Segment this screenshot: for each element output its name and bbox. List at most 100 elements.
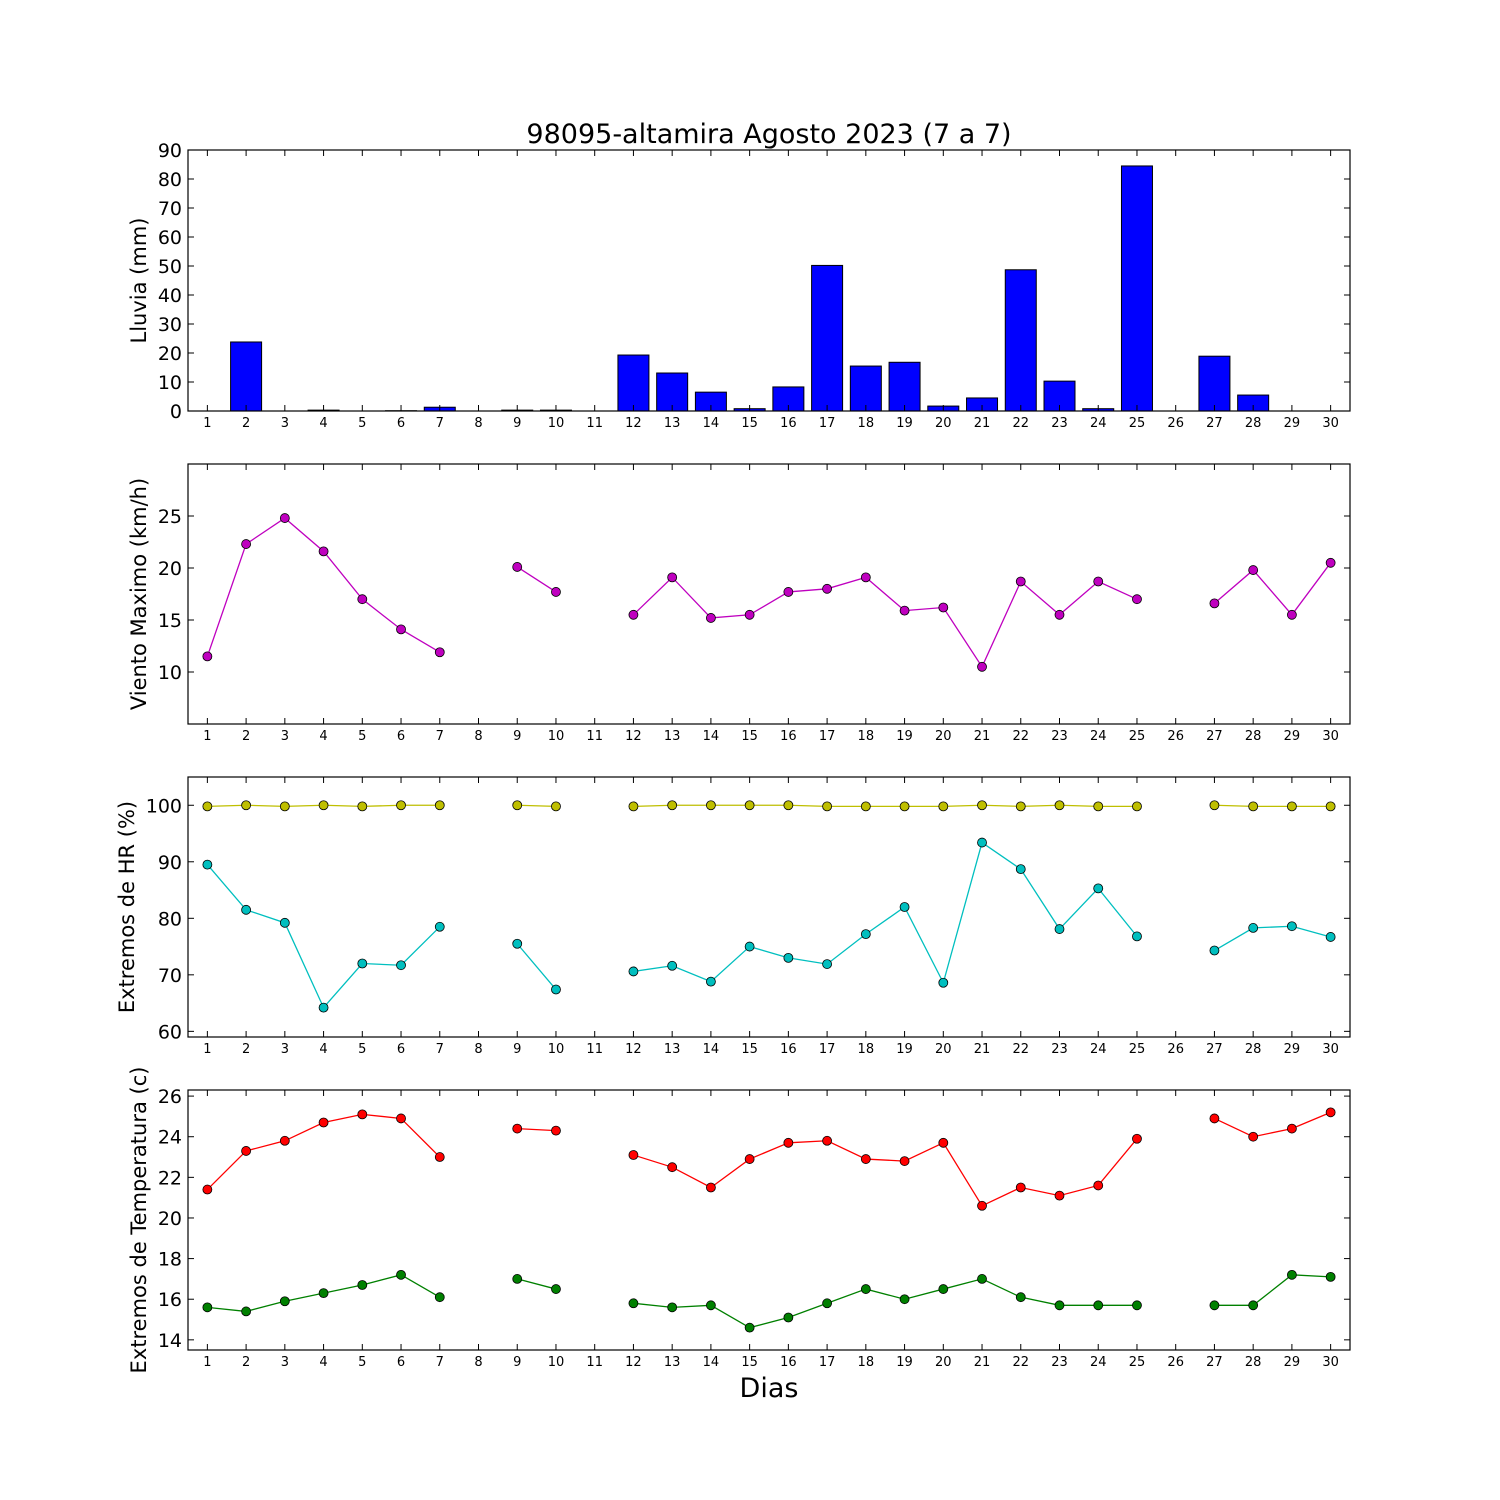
x-tick-label: 1 [203,729,211,744]
series-1-point-day-30 [1325,1107,1336,1118]
series-2-point-day-7 [434,1292,445,1303]
y-tick-label: 22 [158,1167,182,1189]
x-tick-label: 5 [358,1355,366,1370]
series-2-point-day-17 [822,1298,832,1309]
x-tick-label: 14 [703,1042,720,1057]
series-1-point-day-6 [396,624,406,635]
series-2-point-day-23 [1054,924,1065,934]
series-1-point-day-19 [899,1156,910,1166]
x-tick-label: 19 [896,1355,913,1370]
x-tick-label: 17 [819,1042,836,1057]
series-1-point-day-20 [938,1137,949,1148]
x-tick-label: 14 [703,1355,720,1370]
series-1-point-day-29 [1287,801,1297,812]
x-tick-label: 2 [242,416,250,431]
series-1-point-day-23 [1054,800,1065,811]
x-tick-label: 16 [780,1355,797,1370]
series-2-point-day-10 [551,984,561,995]
series-2-point-day-10 [551,1284,561,1294]
series-2-point-day-18 [860,929,871,940]
series-2-point-day-3 [279,917,290,928]
x-tick-label: 6 [397,1042,405,1057]
x-tick-label: 5 [358,1042,366,1057]
x-tick-label: 18 [858,416,875,431]
series-1-point-day-16 [783,800,794,811]
series-1-point-day-4 [318,800,329,811]
bar-day-12 [617,354,650,412]
y-tick-label: 100 [146,795,182,817]
x-tick-label: 30 [1322,416,1339,431]
x-tick-label: 27 [1206,729,1223,744]
series-2-point-day-9 [512,938,523,949]
x-tick-label: 28 [1245,416,1262,431]
x-tick-label: 4 [319,416,327,431]
series-1-point-day-7 [434,647,445,658]
series-1-line [632,576,1138,669]
x-tick-label: 13 [664,1042,681,1057]
x-tick-label: 2 [242,729,250,744]
x-tick-label: 29 [1284,1042,1301,1057]
bar-day-22 [1004,269,1037,412]
series-2-point-day-2 [241,1306,252,1317]
series-1-point-day-24 [1093,1180,1104,1191]
x-tick-label: 25 [1129,729,1146,744]
series-1-point-day-22 [1015,1182,1026,1193]
y-tick-label: 90 [158,140,182,162]
y-axis-label: Viento Maximo (km/h) [127,478,151,710]
y-tick-label: 60 [158,1021,182,1043]
x-tick-label: 15 [741,416,758,431]
y-tick-label: 10 [158,372,182,394]
series-1-point-day-24 [1093,801,1104,812]
series-1-point-day-9 [512,800,523,811]
x-tick-label: 11 [586,1042,603,1057]
series-1-line [517,1127,557,1132]
series-1-point-day-3 [279,801,290,812]
x-tick-label: 17 [819,729,836,744]
series-1-point-day-15 [744,800,755,811]
x-tick-label: 8 [474,1355,482,1370]
x-tick-label: 18 [858,729,875,744]
x-tick-label: 19 [896,416,913,431]
x-tick-label: 13 [664,729,681,744]
series-1-point-day-16 [783,1137,794,1148]
series-1-point-day-17 [822,801,832,812]
x-tick-label: 17 [819,416,836,431]
series-1-point-day-14 [706,1182,716,1193]
series-1-line [633,804,1137,808]
series-1-point-day-29 [1287,1123,1297,1134]
series-2-point-day-16 [783,1312,794,1323]
bar-day-27 [1198,355,1231,412]
x-tick-label: 8 [474,1042,482,1057]
x-tick-label: 21 [974,1355,991,1370]
series-2-line [517,1278,557,1290]
series-1-line [206,517,441,657]
x-tick-label: 7 [436,1355,444,1370]
series-2-line [1214,1274,1331,1306]
series-1-point-day-19 [899,605,910,616]
series-1-point-day-17 [822,583,832,594]
series-1-point-day-2 [241,1146,252,1156]
x-tick-label: 13 [664,1355,681,1370]
y-tick-label: 25 [158,506,182,528]
series-2-point-day-22 [1015,1292,1026,1303]
series-2-point-day-17 [822,959,832,969]
series-1-point-day-15 [744,1154,755,1164]
series-1-point-day-25 [1132,801,1142,812]
x-tick-label: 12 [625,1042,642,1057]
x-tick-label: 12 [625,1355,642,1370]
y-tick-label: 50 [158,256,182,278]
x-tick-label: 12 [625,416,642,431]
series-2-point-day-20 [938,1284,949,1294]
x-tick-label: 1 [203,416,211,431]
series-2-point-day-15 [744,1322,755,1333]
x-tick-label: 18 [858,1355,875,1370]
x-tick-label: 3 [281,1355,289,1370]
series-2-point-day-5 [357,958,368,969]
x-tick-label: 19 [896,1042,913,1057]
x-tick-label: 15 [741,1042,758,1057]
x-tick-label: 9 [513,416,521,431]
series-2-point-day-6 [396,960,406,971]
